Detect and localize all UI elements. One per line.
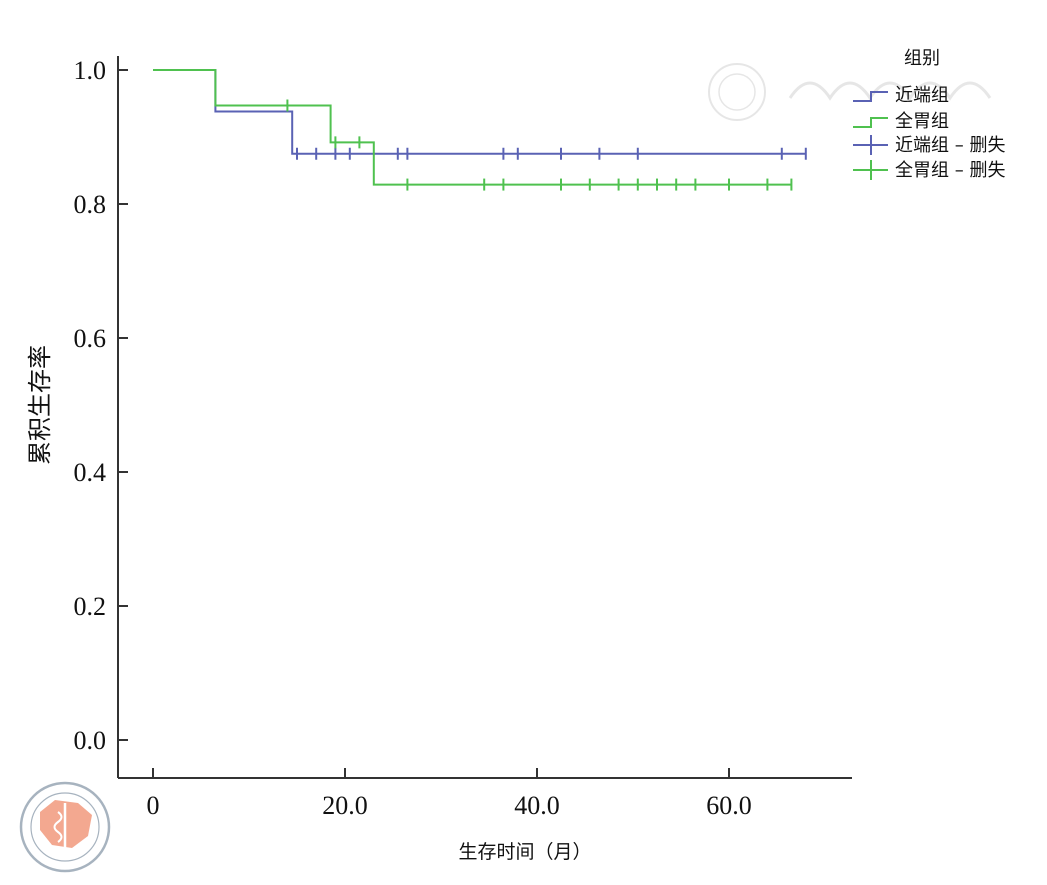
legend-label-proximal-censored: 近端组 – 删失 — [895, 135, 1005, 156]
x-tick-label: 60.0 — [706, 791, 752, 820]
x-axis-label: 生存时间（月） — [458, 841, 591, 863]
legend-swatch-proximal-line — [853, 91, 888, 102]
legend-label-total-censored: 全胃组 – 删失 — [895, 160, 1005, 181]
y-tick-label: 1.0 — [74, 56, 107, 85]
legend-entry-total-censored: 全胃组 – 删失 — [853, 160, 1005, 181]
y-tick-label: 0.6 — [74, 324, 107, 353]
x-tick-label: 40.0 — [514, 791, 560, 820]
series-proximal — [153, 69, 807, 160]
association-seal-logo — [19, 781, 111, 873]
y-tick-label: 0.8 — [74, 190, 107, 219]
y-axis-label: 累积生存率 — [26, 345, 54, 465]
y-tick-label: 0.2 — [74, 592, 107, 621]
y-tick-label: 0.4 — [74, 458, 107, 487]
legend-label-total: 全胃组 — [895, 111, 949, 132]
y-tick-label: 0.0 — [74, 726, 107, 755]
y-axis-ticks: 0.0 0.2 0.4 0.6 0.8 1.0 — [74, 56, 128, 755]
x-axis-ticks: 0 20.0 40.0 60.0 — [147, 768, 752, 820]
legend-entry-proximal-censored: 近端组 – 删失 — [853, 135, 1005, 156]
legend-title: 组别 — [904, 48, 940, 69]
legend-entry-proximal: 近端组 — [853, 85, 949, 106]
series-total — [153, 69, 793, 191]
survival-curve-line — [153, 69, 806, 155]
survival-curve-line — [153, 69, 792, 186]
legend-swatch-total-line — [853, 117, 888, 128]
x-tick-label: 0 — [147, 791, 160, 820]
legend: 组别 近端组 全胃组 近端组 – 删失 全胃组 – 删失 — [853, 48, 1005, 181]
legend-label-proximal: 近端组 — [895, 85, 949, 106]
x-tick-label: 20.0 — [322, 791, 368, 820]
watermark-seal — [708, 63, 992, 121]
series-layer — [153, 69, 807, 191]
legend-entry-total: 全胃组 — [853, 111, 949, 132]
